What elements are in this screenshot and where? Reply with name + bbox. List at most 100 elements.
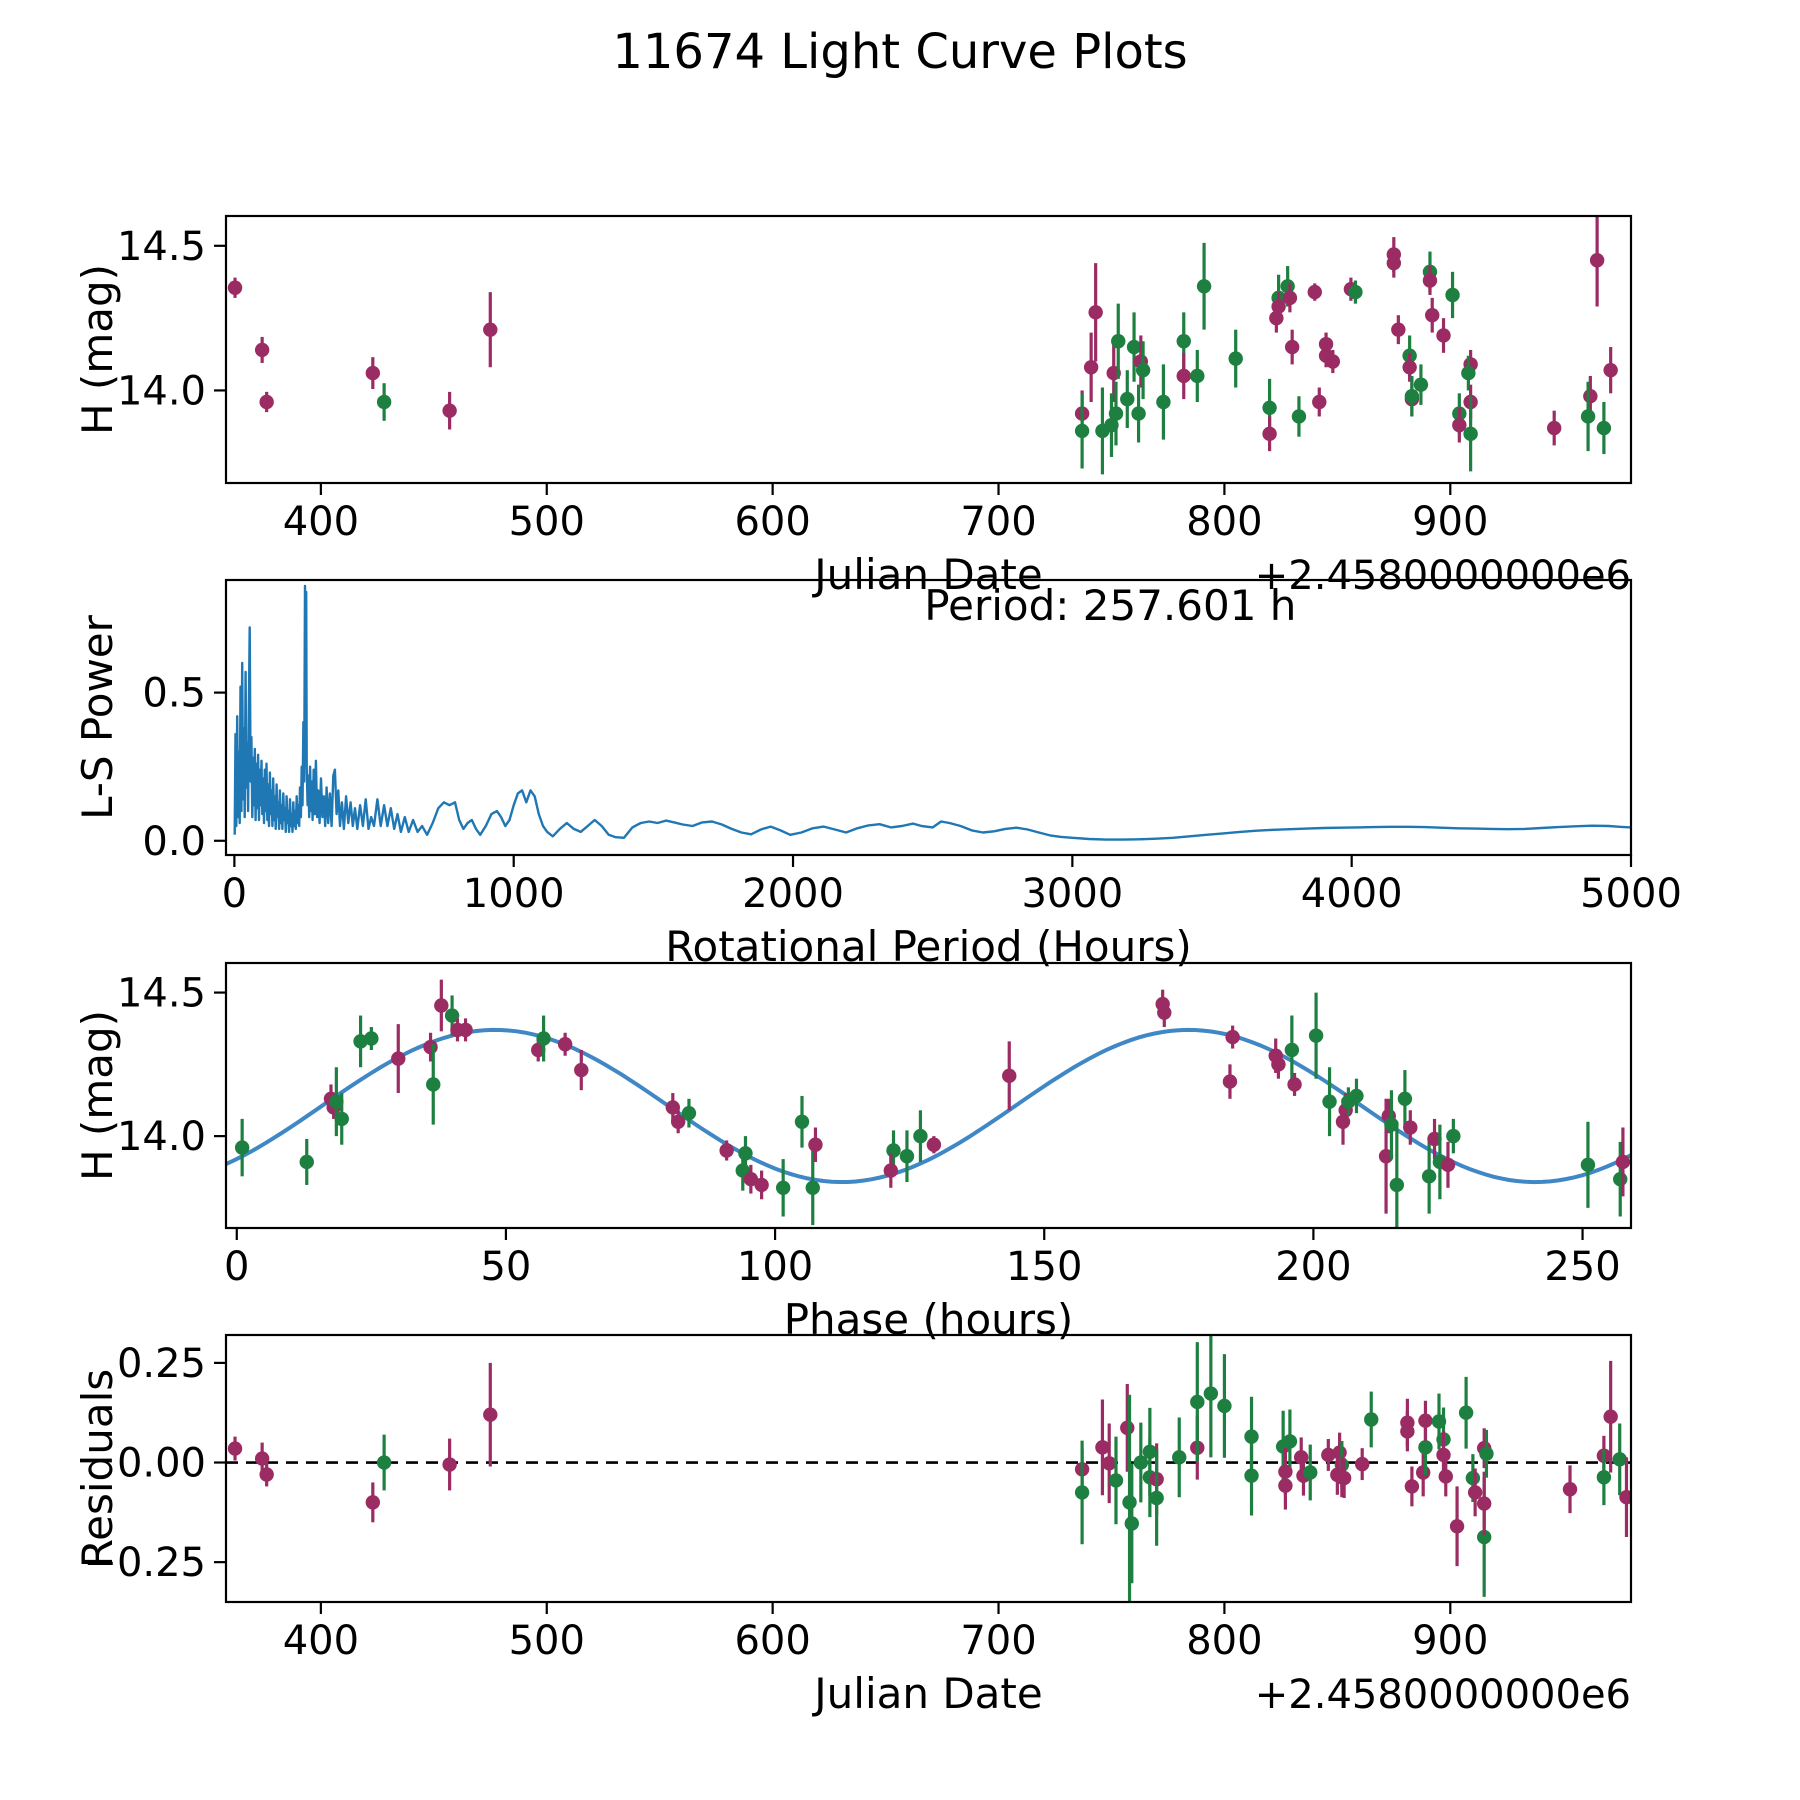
data-point [442,403,457,418]
x-tick-label: 700 [960,499,1036,545]
data-point [376,394,392,410]
data-point [1262,426,1277,442]
data-point [1400,1424,1415,1439]
data-point [1322,1094,1337,1109]
data-point [1615,1154,1631,1170]
x-tick-label: 700 [960,1618,1036,1664]
data-point [754,1177,769,1193]
data-point [1088,305,1103,320]
data-point [1074,423,1090,439]
data-point [1612,1452,1627,1467]
data-point [719,1143,734,1158]
x-tick-label: 400 [283,499,359,545]
data-point [329,1094,344,1109]
y-axis-label: Residuals [73,1369,122,1568]
data-point [1404,389,1420,404]
x-axis-label: Julian Date [811,550,1042,599]
x-tick-label: 2000 [742,871,844,917]
data-point [1413,377,1429,392]
data-point [1111,334,1126,349]
data-point [1228,351,1243,366]
data-point [1613,1171,1628,1187]
data-point [483,322,498,337]
y-tick-label: 14.5 [117,224,206,270]
data-point [1415,1465,1431,1480]
data-point [531,1042,546,1058]
data-point [1384,1117,1399,1132]
data-point [1095,1440,1110,1455]
data-point [1157,1005,1172,1020]
periodogram-curve [233,584,1631,841]
periodogram-panel: Period: 257.601 h 0 1000 2000 3000 4000 5000 0.… [73,578,1682,971]
data-point [1463,426,1478,442]
data-point [1589,253,1605,268]
data-point [1425,308,1440,323]
data-point [254,342,270,358]
data-point [1176,368,1191,384]
data-point [1404,1479,1420,1494]
x-tick-label: 900 [1412,1618,1488,1664]
data-point [434,998,449,1013]
data-point [886,1143,901,1158]
data-point [1120,391,1135,407]
data-point [1446,1128,1461,1144]
data-point [1287,1077,1302,1092]
data-point [1307,284,1322,300]
data-point [681,1105,697,1121]
data-point [1580,1157,1596,1173]
data-point [227,280,243,295]
data-point [1190,368,1205,384]
data-point [234,1140,250,1155]
data-point [794,1114,810,1129]
data-point [808,1137,823,1152]
x-axis-offset-label: +2.4580000000e6 [1255,1672,1631,1718]
data-point [1074,1485,1090,1500]
x-tick-label: 0 [224,1244,249,1290]
data-point [458,1022,473,1038]
axes-box [224,214,1633,485]
data-point [1445,287,1460,303]
data-point [1325,354,1341,369]
data-point [1108,406,1124,421]
data-point [426,1077,441,1092]
data-point [670,1114,686,1129]
data-point [1440,1157,1456,1173]
data-point [1354,1456,1370,1472]
data-point [1427,1131,1442,1147]
y-axis-label: H (mag) [73,264,122,435]
data-point [1108,1473,1124,1488]
data-point [1225,1029,1240,1045]
data-point [665,1100,681,1115]
data-point [1476,1496,1492,1511]
data-point [1562,1482,1578,1497]
data-point [883,1163,899,1178]
data-point [1596,420,1612,436]
x-tick-label: 150 [1006,1244,1082,1290]
data-point [1308,1028,1324,1043]
y-axis-label: L-S Power [73,614,122,820]
data-point [423,1039,438,1055]
data-point [743,1171,759,1187]
data-point [483,1407,498,1422]
data-point [1418,1440,1433,1455]
data-point [299,1154,314,1170]
data-point [1332,1445,1347,1460]
data-point [1421,1169,1437,1184]
x-tick-label: 3000 [1021,871,1123,917]
data-point [1284,1042,1300,1058]
data-point [1465,1470,1481,1486]
data-point [899,1149,915,1164]
data-point [254,1451,270,1466]
data-point [557,1037,573,1052]
data-point [365,1495,381,1510]
data-point [1378,1149,1394,1164]
figure-title: 11674 Light Curve Plots [612,24,1188,80]
data-point [1476,1529,1492,1545]
data-point [1135,362,1151,378]
data-point [1284,339,1300,355]
data-point [1418,1413,1433,1428]
x-tick-label: 800 [1186,1618,1262,1664]
data-point [1196,279,1212,294]
data-point [227,1441,243,1456]
data-point [1124,1516,1139,1531]
